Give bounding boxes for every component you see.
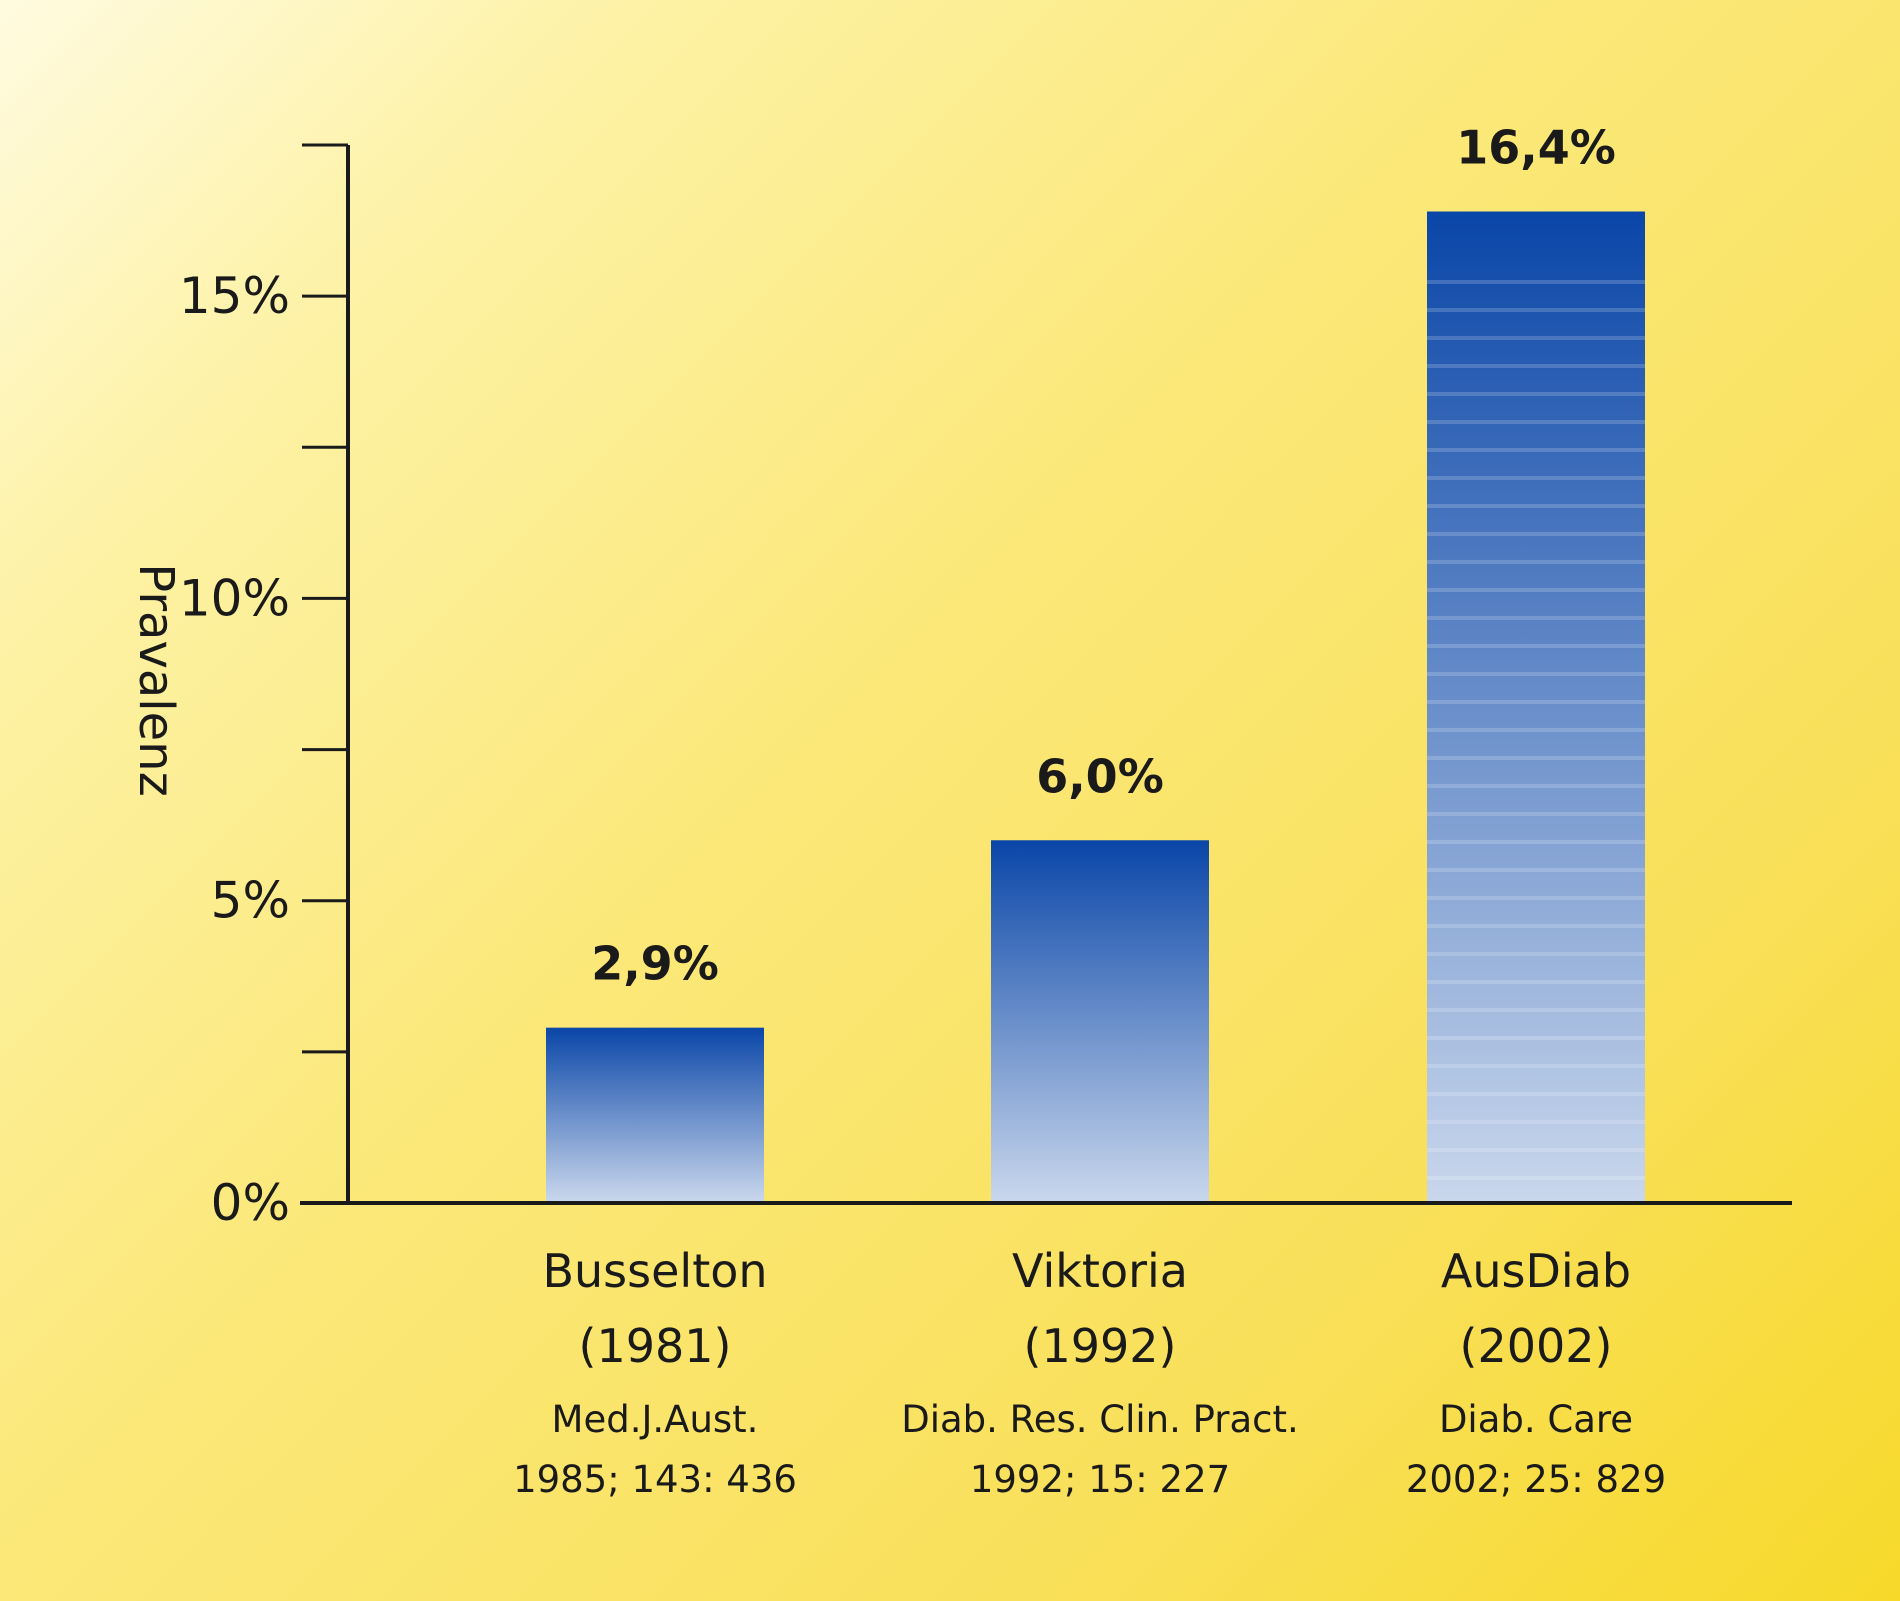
category-reference-detail: 1985; 143: 436 [513,1458,797,1501]
category-year: (1981) [579,1319,732,1373]
category-reference: Med.J.Aust. [552,1398,759,1441]
y-tick-label: 15% [179,267,290,325]
y-tick-label: 0% [211,1174,290,1232]
labels: 0% 5% 10% 15% 2,9% Busselton (1981) Med.J.Aust.… [179,121,1666,1501]
category-year: (1992) [1024,1319,1177,1373]
category-year: (2002) [1460,1319,1613,1373]
data-label: 2,9% [591,937,719,991]
category-reference: Diab. Care [1439,1398,1633,1441]
data-label: 6,0% [1036,749,1164,803]
data-label: 16,4% [1456,121,1616,175]
category-label: AusDiab [1441,1244,1631,1298]
bar [546,1027,764,1201]
bar [991,840,1209,1201]
axes [300,143,1792,1205]
y-axis-title: Pravalenz [128,563,184,797]
bars [546,211,1645,1201]
bar-stripes [1427,271,1645,1201]
category-reference: Diab. Res. Clin. Pract. [901,1398,1299,1441]
category-reference-detail: 2002; 25: 829 [1406,1458,1666,1501]
category-label: Viktoria [1012,1244,1188,1298]
y-tick-label: 10% [179,569,290,627]
y-tick-label: 5% [211,872,290,930]
category-label: Busselton [542,1244,767,1298]
category-reference-detail: 1992; 15: 227 [970,1458,1230,1501]
